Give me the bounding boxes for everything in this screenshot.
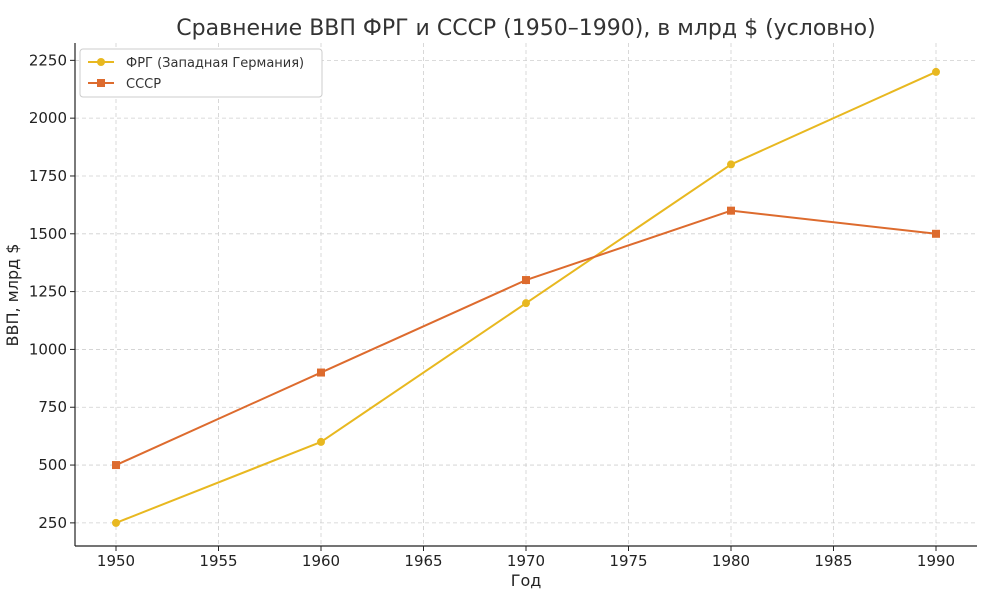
y-tick-label: 2250 (29, 51, 67, 69)
chart-title: Сравнение ВВП ФРГ и СССР (1950–1990), в … (176, 16, 875, 41)
x-tick-label: 1985 (814, 552, 852, 570)
legend-label: ФРГ (Западная Германия) (126, 56, 304, 71)
data-point (932, 229, 940, 238)
legend-item: СССР (88, 77, 161, 92)
x-tick-label: 1970 (507, 552, 545, 570)
y-tick-label: 2000 (29, 109, 67, 127)
legend-marker (97, 79, 105, 87)
data-point (727, 206, 735, 215)
data-point (727, 160, 735, 169)
series-1 (112, 67, 940, 527)
y-tick-label: 750 (38, 398, 67, 416)
series-group (112, 67, 940, 527)
x-tick-label: 1955 (199, 552, 237, 570)
x-tick-label: 1980 (712, 552, 750, 570)
grid (75, 43, 977, 546)
x-tick-label: 1960 (302, 552, 340, 570)
data-point (112, 518, 120, 527)
x-tick-label: 1965 (404, 552, 442, 570)
y-tick-label: 1750 (29, 167, 67, 185)
y-tick-label: 250 (38, 514, 67, 532)
y-tick-label: 1000 (29, 340, 67, 358)
legend-label: СССР (126, 77, 161, 92)
data-point (112, 461, 120, 470)
x-axis-label: Год (511, 571, 542, 590)
data-point (522, 276, 530, 285)
legend-box (79, 48, 323, 98)
y-axis-label: ВВП, млрд $ (3, 244, 22, 347)
y-tick-label: 500 (38, 456, 67, 474)
legend-marker (97, 58, 105, 66)
y-tick-label: 1250 (29, 283, 67, 301)
series-2 (112, 206, 940, 470)
axes: 1950 1955 1960 1965 1970 1975 1980 1985 1990 250 5… (29, 43, 977, 570)
data-point (522, 299, 530, 308)
x-tick-label: 1975 (609, 552, 647, 570)
legend: ФРГ (Западная Германия) СССР (79, 48, 323, 98)
x-tick-label: 1990 (917, 552, 955, 570)
x-tick-label: 1950 (97, 552, 135, 570)
data-point (317, 368, 325, 377)
data-point (932, 67, 940, 76)
data-point (317, 437, 325, 446)
legend-item: ФРГ (Западная Германия) (88, 56, 304, 71)
y-tick-label: 1500 (29, 225, 67, 243)
